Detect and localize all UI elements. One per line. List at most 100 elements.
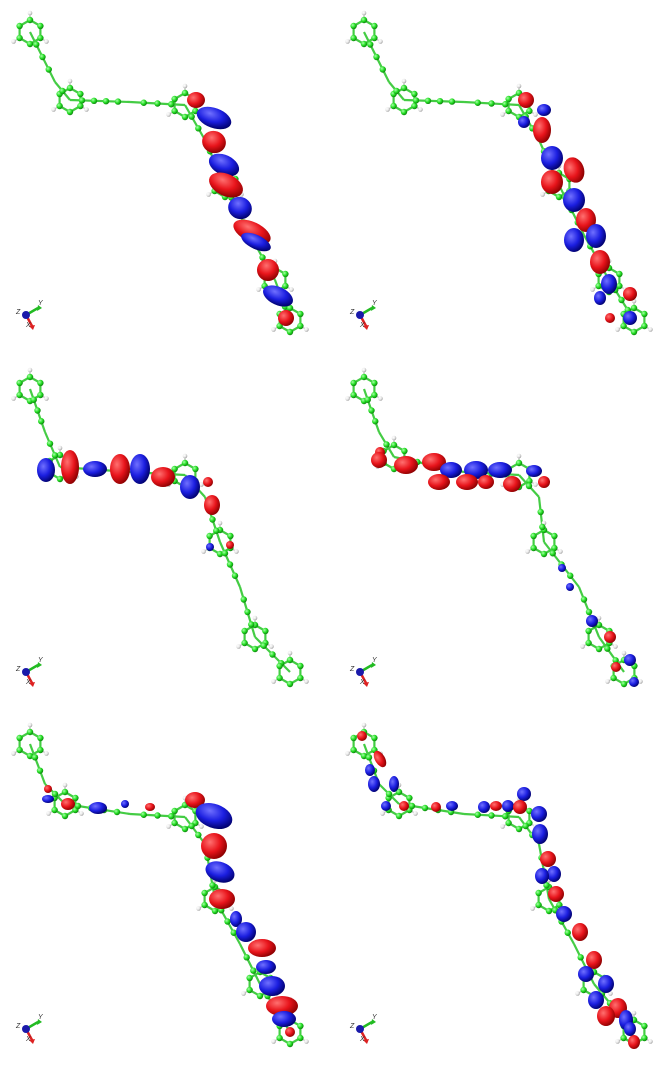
orbital-lobe-positive [151,467,175,487]
orbital-lobe-negative [558,564,566,572]
carbon-atom [297,310,304,318]
carbon-atom [37,734,44,742]
carbon-atom [16,34,23,42]
carbon-atom [350,391,357,399]
carbon-atom [16,734,23,742]
orbital-lobe-negative [236,922,256,942]
orbital-lobe-negative [241,232,271,252]
carbon-atom [360,752,368,760]
carbon-atom [551,532,558,540]
orbital-lobe-negative [526,465,542,477]
hydrogen-atom [648,327,653,332]
carbon-atom [140,811,147,818]
x-axis-label: X [26,322,31,329]
molecule-render [345,10,653,336]
orbital-lobe-negative [365,764,375,776]
orbital-lobe-negative [541,146,563,170]
carbon-atom [78,97,86,104]
orbital-lobe-positive [422,453,446,471]
bond [184,104,206,141]
carbon-atom [385,790,393,798]
carbon-atom [61,812,69,820]
orbital-lobe-positive [373,750,387,768]
carbon-atom [102,98,110,105]
hydrogen-atom [11,751,16,756]
orbital-lobe-positive [478,475,494,489]
orbital-lobe-negative [180,475,200,499]
carbon-atom [227,532,234,540]
hydrogen-atom [608,991,613,996]
orbital-lobe-negative [563,188,585,212]
carbon-atom [297,1034,304,1042]
carbon-atom [371,22,378,30]
hydrogen-atom [530,906,535,911]
axis-triad: X Y Z [14,1014,44,1044]
carbon-atom [371,34,378,42]
carbon-atom [641,322,648,330]
orbital-lobe-negative [440,462,462,478]
hydrogen-atom [234,549,239,554]
hydrogen-atom [241,991,246,996]
carbon-atom [26,373,34,381]
orbital-lobe-negative [368,776,380,792]
carbon-atom [502,813,509,820]
orbital-lobe-positive [278,310,294,326]
carbon-atom [51,452,59,459]
orbital-lobe-negative [37,458,55,482]
carbon-atom [213,527,220,534]
orbital-lobe-positive [540,851,556,867]
x-axis-label: X [360,322,365,329]
orbital-lobe-positive [110,454,130,484]
hydrogen-atom [67,78,73,84]
orbital-lobe-positive [431,802,441,812]
carbon-atom [522,822,529,830]
carbon-atom [154,100,161,107]
orbital-lobe-positive [285,1027,295,1037]
carbon-atom [350,379,357,387]
orbital-lobe-negative [537,104,551,116]
carbon-atom [360,373,368,381]
carbon-atom [250,967,257,974]
carbon-atom [201,901,208,909]
orbital-panel-6: X Y Z [334,714,668,1071]
carbon-atom [400,84,408,92]
bond-layer [347,370,641,685]
z-axis-dot [22,1025,30,1033]
carbon-atom [246,974,253,982]
bond [537,496,546,543]
axis-triad: X Y Z [14,657,44,687]
carbon-atom [373,53,380,61]
carbon-atom [282,282,289,290]
carbon-atom [168,813,175,820]
carbon-atom [171,95,178,103]
carbon-atom [51,790,59,798]
carbon-atom [379,66,386,73]
orbital-lobe-negative [195,802,233,830]
hydrogen-atom [418,107,423,112]
carbon-atom [604,645,611,652]
orbital-lobe-positive [611,662,621,672]
carbon-atom [364,396,371,403]
orbital-lobe-positive [586,951,602,969]
orbital-lobe-positive [503,476,521,492]
hydrogen-atom [79,811,84,816]
carbon-atom [525,482,533,490]
carbon-atom [114,98,122,105]
y-axis-arrowhead [37,1019,42,1025]
orbital-lobe-positive [203,477,213,487]
hydrogen-atom [361,722,367,728]
hydrogen-atom [62,782,68,788]
orbital-panel-1: X Y Z [0,0,334,357]
carbon-atom [616,282,623,290]
orbital-lobe-negative [381,801,391,811]
hydrogen-atom [304,1039,309,1044]
carbon-atom [26,752,34,760]
carbon-atom [551,544,558,552]
atom-layer [11,722,309,1048]
hydrogen-atom [44,751,49,756]
carbon-atom [37,379,44,387]
carbon-atom [505,107,512,115]
carbon-atom [72,794,79,802]
carbon-atom [371,379,378,387]
carbon-atom [240,596,247,603]
